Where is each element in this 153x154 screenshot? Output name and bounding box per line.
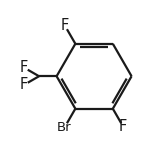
Text: F: F	[20, 77, 28, 92]
Text: Br: Br	[57, 121, 72, 134]
Text: F: F	[119, 119, 127, 134]
Text: F: F	[61, 18, 69, 33]
Text: F: F	[20, 60, 28, 75]
